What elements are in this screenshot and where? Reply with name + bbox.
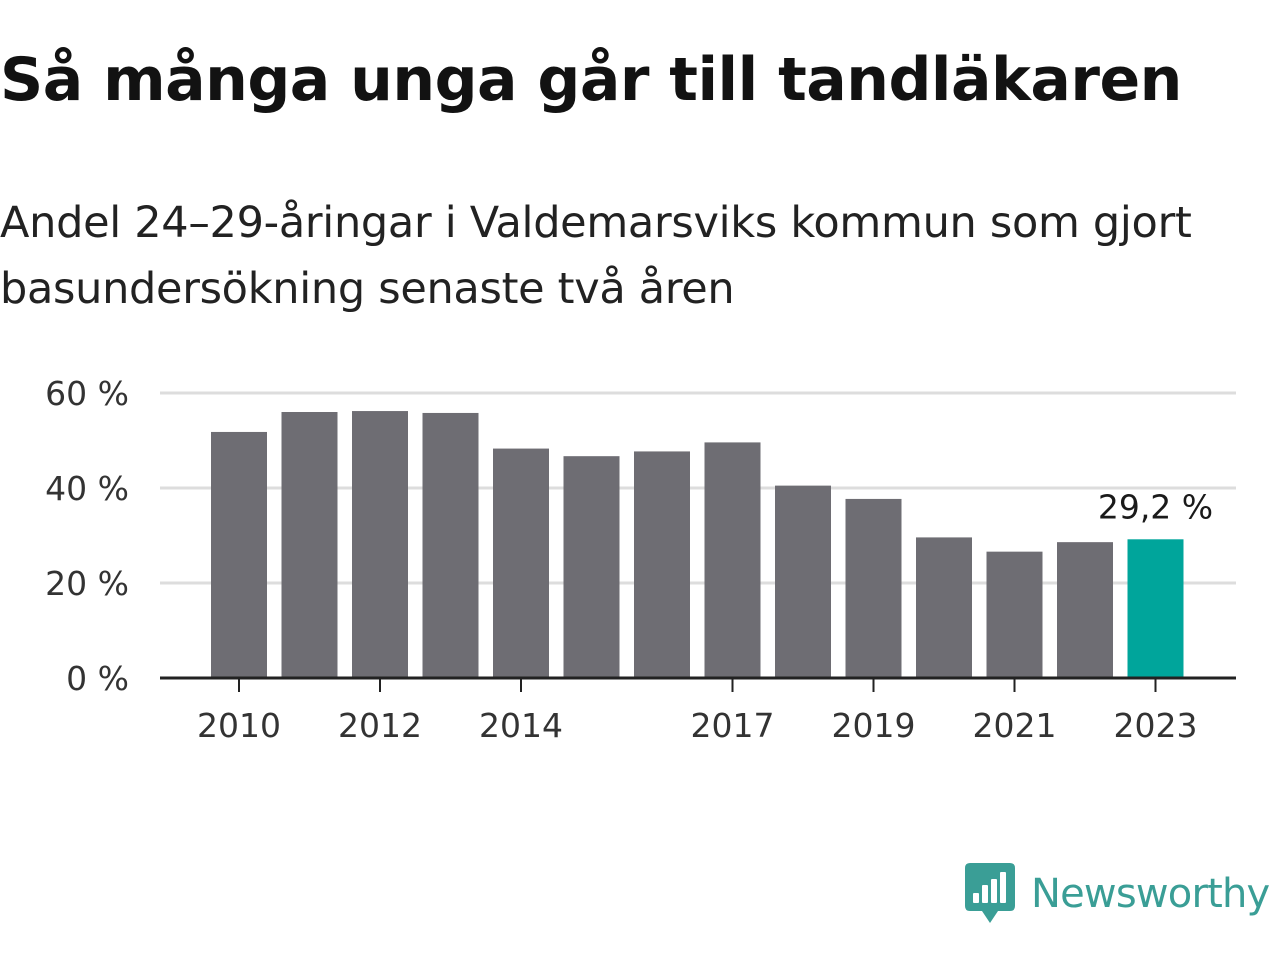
x-axis-labels: 2010 2012 2014 2017 2019 2021 2023 (197, 706, 1197, 745)
y-axis-labels: 0 % 20 % 40 % 60 % (45, 374, 129, 698)
bar (1057, 542, 1113, 678)
x-tick-label: 2023 (1114, 706, 1198, 745)
y-tick-label: 60 % (45, 374, 129, 413)
bar-highlight (1127, 539, 1184, 678)
bar (704, 442, 761, 678)
bar (422, 412, 479, 678)
annotations: 29,2 % (1098, 487, 1213, 526)
brand-logo: Newsworthy (965, 862, 1270, 926)
y-tick-label: 40 % (45, 469, 129, 508)
bar (634, 451, 690, 678)
gridlines (160, 391, 1236, 585)
x-tick-label: 2019 (832, 706, 916, 745)
chart-title: Så många unga går till tandläkaren (0, 45, 1182, 115)
bars (211, 411, 1184, 678)
x-tick-label: 2017 (691, 706, 775, 745)
bar (916, 537, 972, 678)
bar (845, 498, 902, 678)
y-tick-label: 20 % (45, 564, 129, 603)
x-tick-label: 2014 (479, 706, 563, 745)
newsworthy-logo-icon (965, 863, 1015, 923)
chart-subtitle: Andel 24–29-åringar i Valdemarsviks komm… (0, 198, 1192, 314)
bar (281, 412, 338, 678)
x-axis (160, 676, 1236, 692)
bar (211, 431, 267, 678)
bar (563, 456, 620, 678)
bar (986, 551, 1043, 678)
bar (493, 448, 549, 678)
y-tick-label: 0 % (66, 659, 129, 698)
data-label-highlight: 29,2 % (1098, 487, 1213, 526)
brand-name: Newsworthy (1031, 871, 1270, 917)
bar (352, 411, 408, 678)
x-tick-label: 2012 (338, 706, 422, 745)
bar (775, 485, 831, 678)
x-tick-label: 2010 (197, 706, 281, 745)
x-tick-label: 2021 (973, 706, 1057, 745)
